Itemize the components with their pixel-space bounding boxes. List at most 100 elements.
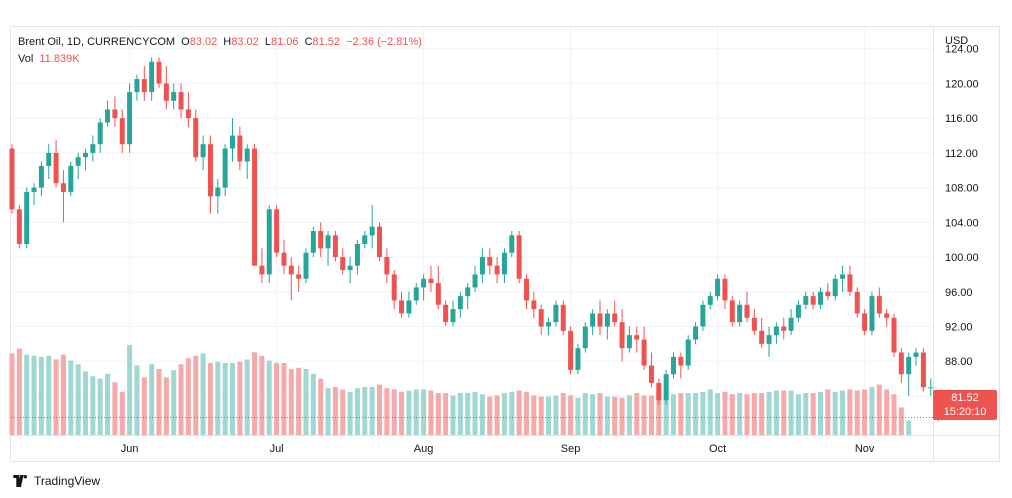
candle-up — [707, 296, 713, 305]
candle-down — [560, 304, 566, 331]
volume-bar — [185, 358, 191, 435]
candle-down — [641, 339, 647, 366]
volume-bar — [810, 393, 816, 435]
candle-up — [590, 313, 596, 327]
candle-up — [222, 148, 228, 188]
volume-bar — [340, 389, 346, 435]
candle-up — [715, 278, 721, 297]
candle-down — [648, 365, 654, 383]
candle-up — [700, 304, 706, 327]
candle-down — [884, 313, 890, 318]
candle-up — [582, 326, 588, 349]
candle-up — [362, 235, 368, 245]
candle-up — [310, 231, 316, 253]
volume-label[interactable]: Vol — [18, 53, 34, 65]
candle-down — [634, 335, 640, 340]
candle-up — [46, 152, 52, 166]
volume-bar — [847, 389, 853, 435]
price-tick-label: 120.00 — [945, 78, 979, 90]
close-value: C81.52 — [304, 36, 341, 48]
candle-up — [413, 287, 419, 301]
volume-bar — [575, 397, 581, 435]
volume-bar — [435, 393, 441, 435]
candle-up — [553, 304, 559, 323]
volume-bar — [531, 395, 537, 435]
candle-up — [906, 356, 912, 375]
candle-up — [230, 135, 235, 149]
volume-bar — [715, 393, 721, 435]
candle-down — [729, 300, 735, 323]
volume-legend: Vol 11.839K — [18, 52, 83, 66]
candle-down — [16, 209, 22, 245]
volume-bar — [68, 360, 74, 435]
candle-up — [803, 296, 809, 305]
candle-up — [215, 187, 221, 197]
candle-down — [340, 257, 346, 271]
volume-bar — [237, 361, 243, 435]
volume-bar — [759, 393, 765, 435]
volume-bar — [450, 395, 456, 435]
candle-up — [795, 304, 801, 318]
volume-bar — [553, 395, 559, 435]
candle-up — [24, 191, 30, 245]
price-tick-label: 108.00 — [945, 183, 979, 195]
candle-up — [928, 387, 934, 389]
volume-bar — [399, 391, 405, 435]
tradingview-brand[interactable]: TradingView — [12, 474, 100, 488]
volume-bar — [347, 391, 353, 435]
tradingview-logo-icon — [13, 475, 27, 487]
candle-down — [516, 235, 522, 279]
volume-bar — [582, 393, 588, 435]
low-value: L81.06 — [264, 36, 299, 48]
volume-bar — [516, 390, 522, 435]
volume-bar — [884, 389, 890, 435]
candle-down — [193, 118, 199, 158]
volume-bar — [700, 391, 706, 435]
bar-countdown: 15:20:10 — [943, 406, 987, 418]
candle-up — [75, 157, 81, 166]
candle-up — [663, 374, 669, 401]
candle-up — [575, 348, 581, 370]
volume-bar — [200, 353, 206, 435]
volume-bar — [876, 384, 882, 435]
candle-up — [171, 92, 177, 101]
candle-up — [465, 287, 471, 297]
volume-bar — [141, 377, 147, 435]
volume-bar — [494, 395, 500, 435]
candle-down — [538, 309, 544, 327]
currency-label[interactable]: USD — [945, 35, 969, 47]
volume-bar — [369, 387, 375, 435]
volume-bar — [788, 390, 794, 435]
volume-bar — [818, 391, 823, 435]
volume-bar — [83, 371, 88, 435]
candle-up — [406, 300, 412, 314]
candle-down — [252, 148, 258, 266]
price-tick-label: 88.00 — [945, 356, 973, 368]
candle-down — [288, 265, 294, 275]
symbol-label[interactable]: Brent Oil, 1D, CURRENCYCOM — [18, 36, 176, 48]
candle-down — [656, 382, 662, 401]
candle-down — [141, 79, 147, 93]
volume-bar — [288, 369, 294, 435]
volume-bar — [9, 353, 15, 435]
volume-bar — [38, 357, 44, 435]
candle-up — [509, 235, 515, 253]
candle-up — [369, 226, 375, 236]
volume-bar — [693, 393, 699, 435]
volume-bar — [898, 407, 904, 435]
volume-bar — [75, 364, 81, 435]
volume-bar — [16, 348, 22, 435]
ohlc-legend: Brent Oil, 1D, CURRENCYCOM O83.02 H83.02… — [18, 35, 425, 49]
volume-bar — [656, 391, 662, 435]
candle-up — [347, 265, 353, 271]
candle-up — [457, 296, 463, 310]
candle-up — [604, 313, 610, 327]
candle-down — [377, 226, 382, 258]
volume-bar — [737, 393, 743, 435]
volume-bar — [332, 387, 338, 435]
volume-bar — [149, 364, 155, 435]
candle-up — [501, 252, 507, 275]
volume-value: 11.839K — [39, 53, 80, 65]
candle-down — [391, 274, 397, 301]
